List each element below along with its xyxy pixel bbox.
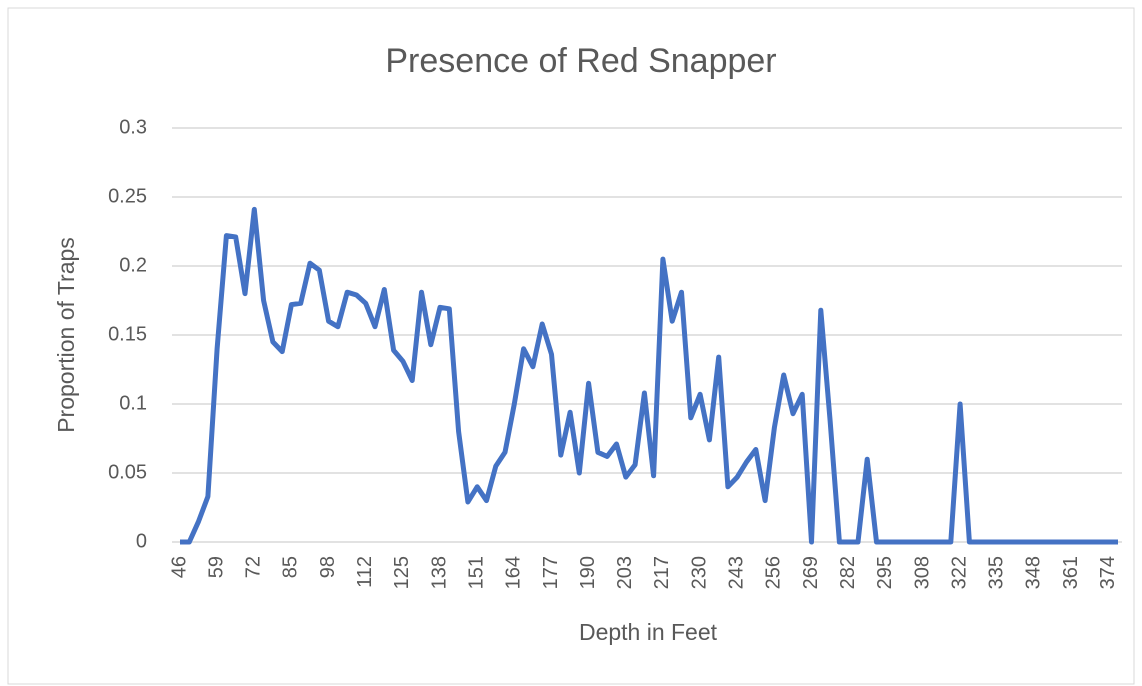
- x-tick-label: 203: [614, 556, 636, 589]
- x-tick-label: 243: [726, 556, 748, 589]
- x-tick-label: 46: [168, 556, 190, 578]
- x-tick-label: 72: [243, 556, 265, 578]
- x-tick-label: 322: [948, 556, 970, 589]
- x-tick-label: 177: [540, 556, 562, 589]
- x-tick-label: 361: [1060, 556, 1082, 589]
- x-tick-label: 190: [577, 556, 599, 589]
- x-tick-label: 112: [354, 556, 376, 588]
- x-axis-title: Depth in Feet: [579, 619, 718, 645]
- x-tick-label: 59: [205, 556, 227, 578]
- x-tick-label: 98: [317, 556, 339, 578]
- chart-title: Presence of Red Snapper: [385, 42, 776, 80]
- x-tick-label: 348: [1023, 556, 1045, 589]
- x-tick-label: 295: [874, 556, 896, 589]
- y-tick-label: 0.1: [119, 392, 147, 414]
- y-axis-title: Proportion of Traps: [53, 237, 79, 433]
- x-tick-label: 374: [1097, 556, 1119, 589]
- y-tick-label: 0: [136, 530, 147, 552]
- x-tick-label: 164: [503, 556, 525, 589]
- x-tick-label: 138: [428, 556, 450, 589]
- x-tick-label: 230: [688, 556, 710, 589]
- x-tick-label: 151: [465, 556, 487, 589]
- y-tick-label: 0.2: [119, 254, 147, 276]
- x-tick-label: 125: [391, 556, 413, 589]
- y-tick-label: 0.3: [119, 116, 147, 138]
- x-tick-label: 269: [800, 556, 822, 589]
- x-tick-label: 217: [651, 556, 673, 589]
- x-tick-label: 256: [763, 556, 785, 589]
- y-tick-label: 0.05: [108, 461, 147, 483]
- chart-border: [7, 7, 1135, 685]
- x-tick-label: 335: [986, 556, 1008, 589]
- data-line: [180, 206, 1118, 545]
- y-tick-label: 0.15: [108, 323, 147, 345]
- x-tick-label: 85: [280, 556, 302, 578]
- x-tick-label: 282: [837, 556, 859, 589]
- x-tick-label: 308: [911, 556, 933, 589]
- y-tick-label: 0.25: [108, 185, 147, 207]
